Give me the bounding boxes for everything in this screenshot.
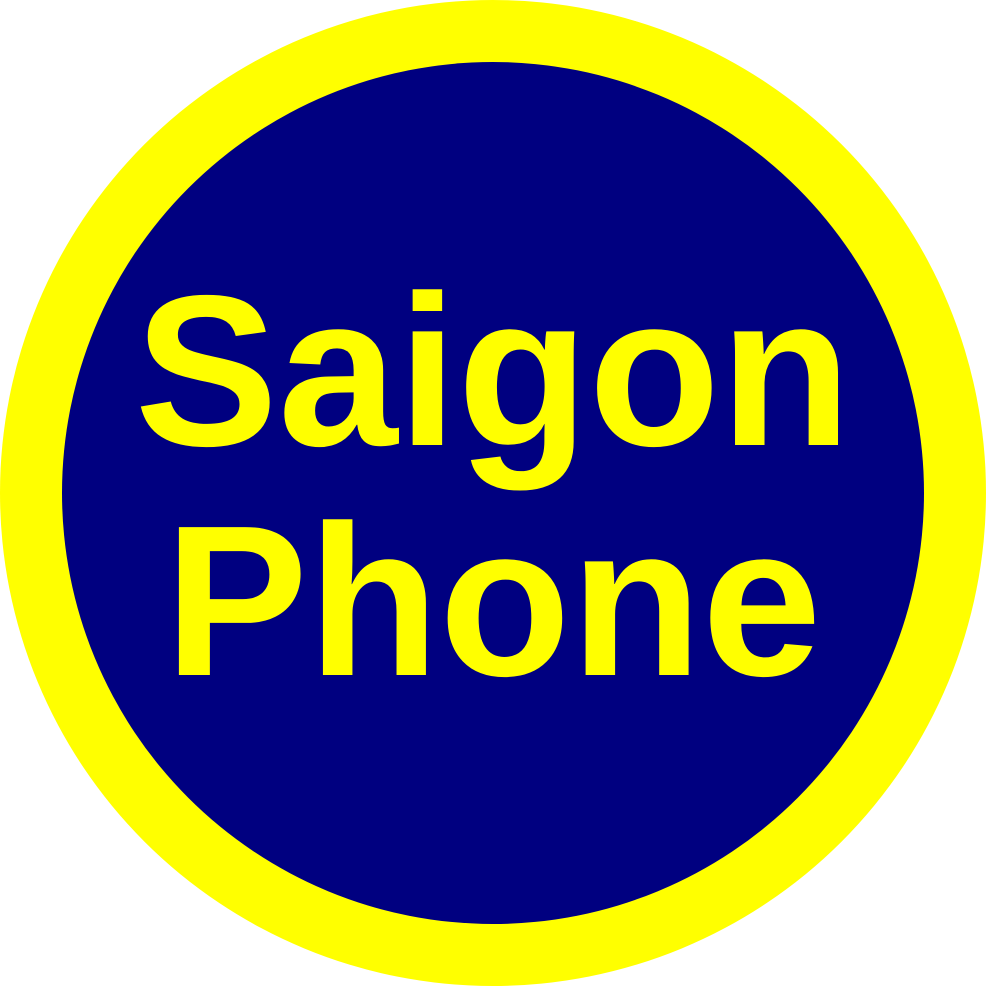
logo-blue-disc xyxy=(62,62,924,924)
logo-line-saigon: Saigon xyxy=(134,250,852,492)
logo-line-phone: Phone xyxy=(164,480,822,721)
